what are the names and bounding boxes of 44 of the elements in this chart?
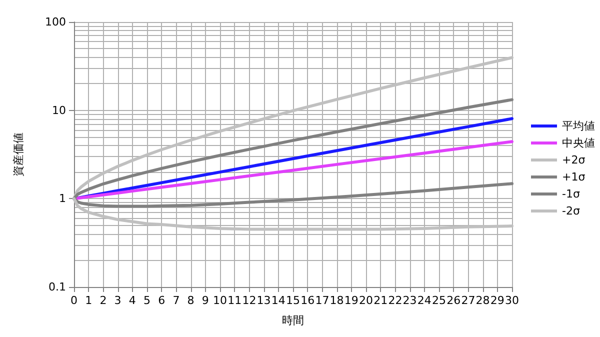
x-tick-label: 8 bbox=[187, 294, 194, 307]
legend-label: -2σ bbox=[562, 204, 580, 218]
legend-label: +1σ bbox=[562, 170, 586, 184]
x-tick-label: 0 bbox=[70, 294, 78, 307]
x-tick-label: 2 bbox=[100, 294, 107, 307]
x-tick-label: 11 bbox=[228, 294, 242, 307]
x-tick-label: 1 bbox=[85, 294, 92, 307]
y-tick-label: 10 bbox=[52, 104, 66, 117]
y-tick-label: 0.1 bbox=[48, 280, 66, 294]
x-tick-label: 30 bbox=[505, 294, 519, 307]
y-axis-title: 資産価値 bbox=[12, 132, 25, 176]
x-tick-label: 28 bbox=[476, 294, 490, 307]
x-tick-label: 16 bbox=[300, 294, 315, 307]
legend-label: -1σ bbox=[562, 188, 580, 200]
legend-label: +2σ bbox=[562, 154, 586, 166]
x-tick-label: 25 bbox=[432, 294, 446, 307]
x-tick-label: 5 bbox=[144, 294, 150, 307]
x-tick-label: 17 bbox=[315, 294, 330, 307]
x-tick-label: 22 bbox=[388, 294, 402, 307]
x-tick-label: 20 bbox=[359, 294, 373, 307]
x-tick-label: 19 bbox=[344, 294, 358, 307]
x-tick-label: 9 bbox=[202, 294, 209, 307]
x-tick-label: 7 bbox=[172, 294, 180, 307]
x-tick-label: 18 bbox=[330, 294, 344, 307]
x-tick-label: 14 bbox=[271, 294, 286, 307]
x-tick-label: 21 bbox=[374, 294, 388, 307]
y-tick-label: 1 bbox=[59, 192, 66, 206]
x-tick-label: 27 bbox=[461, 294, 476, 307]
x-axis-title: 時間 bbox=[282, 314, 304, 327]
legend-label: 中央値 bbox=[562, 136, 595, 150]
x-tick-label: 13 bbox=[256, 294, 271, 307]
x-tick-label: 23 bbox=[402, 294, 417, 307]
x-tick-label: 12 bbox=[242, 294, 256, 307]
x-tick-label: 15 bbox=[286, 294, 300, 307]
line-series bbox=[72, 117, 514, 200]
x-tick-label: 3 bbox=[114, 294, 122, 307]
x-tick-label: 6 bbox=[158, 294, 166, 307]
x-tick-label: 29 bbox=[490, 294, 504, 307]
legend-label: 平均値 bbox=[562, 120, 595, 132]
x-tick-label: 24 bbox=[417, 294, 432, 307]
y-tick-label: 100 bbox=[45, 16, 66, 28]
x-tick-label: 4 bbox=[128, 294, 136, 307]
x-tick-label: 26 bbox=[446, 294, 461, 307]
x-tick-label: 10 bbox=[213, 294, 227, 307]
